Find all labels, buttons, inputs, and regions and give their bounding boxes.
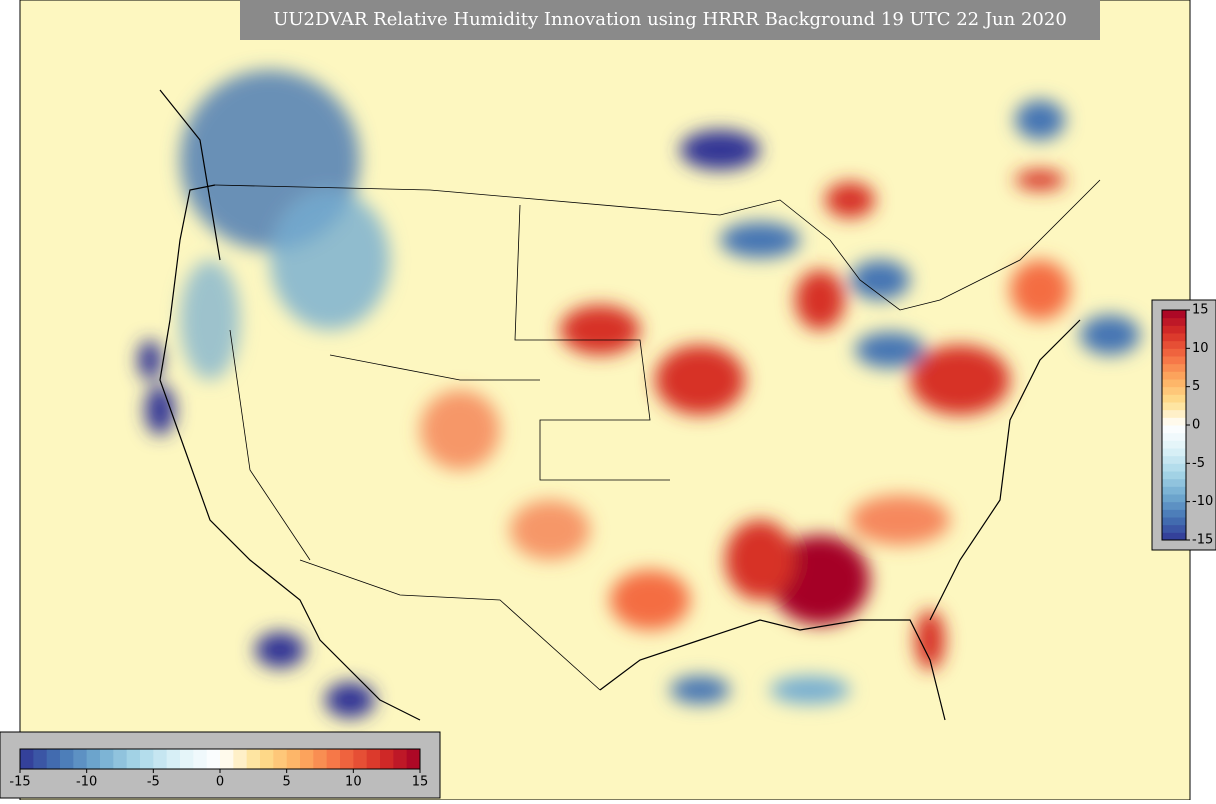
colorbar-swatch [1162, 402, 1186, 411]
colorbar-swatch [353, 749, 368, 769]
colorbar-tick-label: 10 [1192, 341, 1209, 356]
colorbar-swatch [393, 749, 408, 769]
colorbar-swatch [1162, 486, 1186, 495]
colorbar-swatch [1162, 532, 1186, 541]
colorbar-swatch [1162, 409, 1186, 418]
colorbar-swatch [366, 749, 381, 769]
colorbar-swatch [86, 749, 101, 769]
coastlines [159, 89, 1081, 721]
colorbar-bottom: -15 -10 -5 0 5 10 15 [9, 748, 429, 790]
colorbar-tick-label: 0 [216, 775, 224, 790]
colorbar-swatch [100, 749, 114, 769]
colorbar-swatch [1162, 379, 1186, 388]
colorbar-swatch [1162, 363, 1186, 372]
colorbar-swatch [140, 749, 154, 769]
colorbar-swatch [406, 749, 421, 769]
colorbar-swatch [1162, 340, 1186, 349]
colorbar-tick-label: -15 [1192, 533, 1213, 548]
colorbar-swatch [326, 749, 341, 769]
colorbar-swatch [73, 749, 88, 769]
colorbar-tick-label: -5 [147, 775, 160, 790]
colorbar-tick-label: 5 [283, 775, 291, 790]
map-field [20, 0, 1190, 800]
colorbar-swatch [1162, 463, 1186, 472]
colorbar-swatch [206, 749, 221, 769]
colorbar-swatch [1162, 448, 1186, 457]
colorbar-swatch [1162, 348, 1186, 357]
colorbar-swatch [1162, 417, 1186, 426]
colorbar-swatch [1162, 325, 1186, 334]
colorbar-tick-label: -10 [1192, 494, 1213, 509]
colorbar-swatch [220, 749, 234, 769]
colorbar-swatch [1162, 371, 1186, 380]
colorbar-swatch [180, 749, 194, 769]
colorbar-swatch [313, 749, 328, 769]
colorbar-right: -15 -10 -5 0 5 10 15 [1161, 303, 1213, 548]
colorbar-swatch [1162, 509, 1186, 518]
colorbar-swatch [1162, 494, 1186, 503]
colorbar-swatch [46, 749, 61, 769]
colorbar-swatch [166, 749, 181, 769]
colorbar-swatch [193, 749, 208, 769]
colorbar-swatch [1162, 440, 1186, 449]
colorbar-swatch [153, 749, 168, 769]
title: UU2DVAR Relative Humidity Innovation usi… [273, 9, 1067, 30]
colorbar-swatch [340, 749, 354, 769]
colorbar-tick-label: 5 [1192, 379, 1200, 394]
colorbar-swatch [1162, 524, 1186, 533]
colorbar-tick-label: -5 [1192, 456, 1205, 471]
colorbar-swatch [1162, 455, 1186, 464]
colorbar-swatch [60, 749, 74, 769]
colorbar-swatch [380, 749, 394, 769]
colorbar-swatch [286, 749, 301, 769]
colorbar-swatch [1162, 394, 1186, 403]
colorbar-swatch [33, 749, 48, 769]
colorbar-swatch [20, 749, 34, 769]
colorbar-swatch [1162, 333, 1186, 342]
colorbar-swatch [1162, 432, 1186, 441]
colorbar-swatch [1162, 356, 1186, 365]
colorbar-tick-label: 15 [412, 775, 429, 790]
colorbar-swatch [1162, 517, 1186, 526]
colorbar-swatch [260, 749, 274, 769]
colorbar-swatch [1162, 501, 1186, 510]
innovation-blobs [138, 70, 1140, 718]
colorbar-tick-label: -15 [9, 775, 30, 790]
colorbar-swatch [300, 749, 314, 769]
colorbar-swatch [1162, 310, 1186, 319]
colorbar-swatch [1162, 471, 1186, 480]
colorbar-swatch [126, 749, 141, 769]
colorbar-swatch [1162, 386, 1186, 395]
colorbar-swatch [113, 749, 128, 769]
colorbar-swatch [1162, 478, 1186, 487]
colorbar-swatch [233, 749, 248, 769]
colorbar-swatch [246, 749, 261, 769]
colorbar-tick-label: 15 [1192, 303, 1209, 318]
title-box [240, 0, 1100, 40]
colorbar-tick-label: 10 [345, 775, 362, 790]
colorbar-tick-label: 0 [1192, 418, 1200, 433]
colorbar-swatch [1162, 317, 1186, 326]
colorbar-swatch [1162, 425, 1186, 434]
colorbar-swatch [273, 749, 288, 769]
colorbar-tick-label: -10 [76, 775, 97, 790]
borders [214, 179, 1101, 691]
